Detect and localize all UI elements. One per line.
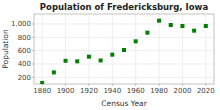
point: [134, 39, 138, 43]
y-tick: [32, 24, 34, 25]
point: [122, 48, 126, 52]
x-tick-label: 1940: [103, 87, 121, 95]
grid-line-x: [65, 14, 66, 84]
y-axis-label: Population: [1, 29, 10, 69]
x-axis: 1880 1900 1920 1940 1960 1980 2000 2020: [33, 84, 214, 95]
point: [40, 81, 44, 84]
x-tick: [159, 84, 160, 86]
y-tick: [32, 64, 34, 65]
point: [169, 23, 173, 27]
x-tick: [112, 84, 113, 86]
y-axis: 200 400 600 800 1,000: [11, 20, 34, 81]
grid-line-x: [135, 14, 136, 84]
grid-line-x: [88, 14, 89, 84]
x-tick-label: 2020: [197, 87, 215, 95]
point: [192, 29, 196, 33]
grid-line-x: [112, 14, 113, 84]
grid-line-y: [34, 64, 214, 65]
point: [99, 58, 103, 62]
x-tick-label: 1960: [127, 87, 145, 95]
title: Population of Fredericksburg, Iowa: [40, 2, 209, 12]
grid-line-y: [34, 37, 214, 38]
point: [145, 31, 149, 35]
x-tick: [65, 84, 66, 86]
x-tick-label: 1920: [80, 87, 98, 95]
point: [52, 70, 56, 74]
x-axis-label: Census Year: [101, 99, 147, 108]
x-tick: [135, 84, 136, 86]
chart-svg: 200 400 600 800 1,000 1880 1900 1920 1940 1960 198…: [0, 0, 220, 110]
x-tick: [205, 84, 206, 86]
x-tick: [182, 84, 183, 86]
point: [110, 53, 114, 57]
grid-line-y: [34, 77, 214, 78]
points: [40, 19, 208, 84]
point: [87, 55, 91, 59]
x-tick: [42, 84, 43, 86]
y-tick-label: 200: [18, 74, 31, 82]
x-tick-label: 2000: [174, 87, 192, 95]
grid-line-y: [34, 24, 214, 25]
y-tick: [32, 77, 34, 78]
y-tick: [32, 50, 34, 51]
y-tick-label: 600: [18, 47, 31, 55]
y-tick-label: 400: [18, 60, 31, 68]
point: [157, 19, 161, 23]
plot-frame: [34, 14, 214, 84]
x-tick-label: 1980: [150, 87, 168, 95]
x-tick: [88, 84, 89, 86]
x-tick-label: 1900: [57, 87, 75, 95]
point: [204, 24, 208, 28]
grid: [34, 14, 214, 84]
y-tick: [32, 37, 34, 38]
point: [180, 24, 184, 28]
point: [64, 59, 68, 63]
chart-container: 200 400 600 800 1,000 1880 1900 1920 1940 1960 198…: [0, 0, 220, 110]
y-tick-label: 1,000: [11, 20, 31, 28]
y-tick-label: 800: [18, 34, 31, 42]
x-tick-label: 1880: [33, 87, 51, 95]
point: [75, 59, 79, 63]
grid-line-x: [42, 14, 43, 84]
grid-line-x: [159, 14, 160, 84]
